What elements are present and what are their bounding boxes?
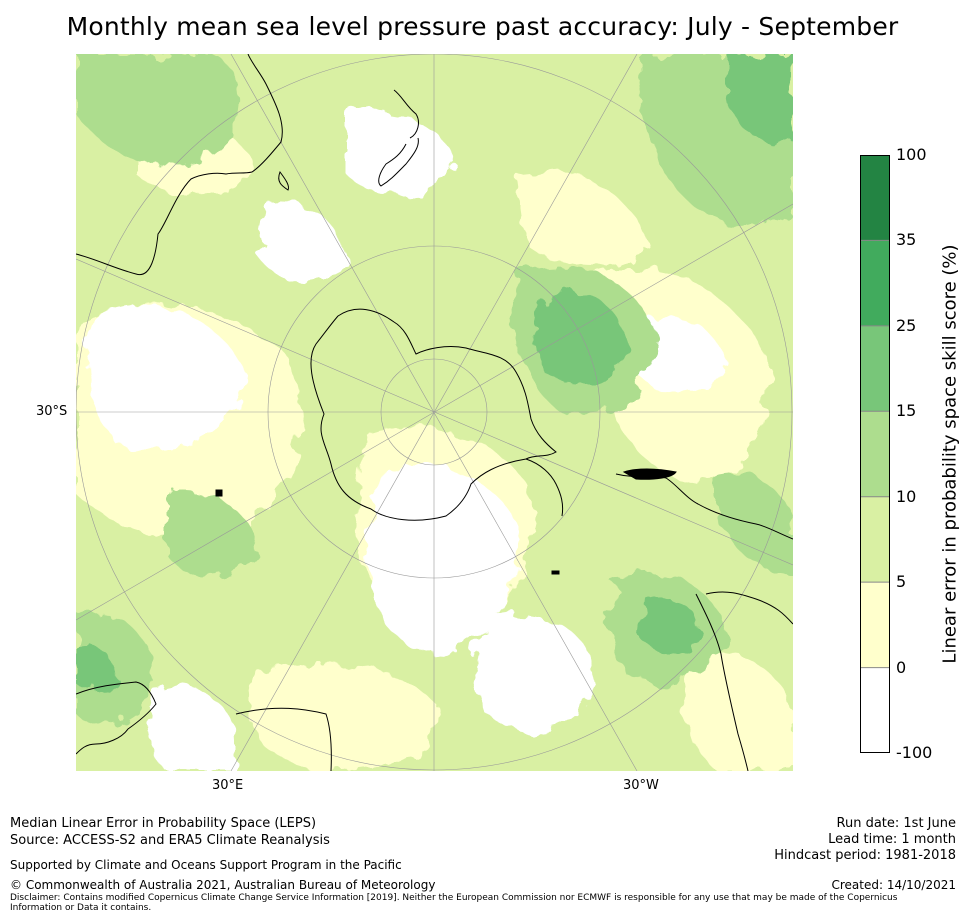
colorbar-tick-label: 10 <box>896 486 917 506</box>
south-america-fill <box>622 468 677 480</box>
footer-supported: Supported by Climate and Oceans Support … <box>10 858 402 872</box>
graticule <box>76 54 793 771</box>
footer-lead-time: Lead time: 1 month <box>828 832 956 847</box>
lon-label-30w: 30°W <box>623 778 659 793</box>
coastlines <box>76 54 793 771</box>
tasmania <box>278 170 289 191</box>
colorbar-tick-label: -100 <box>896 743 933 762</box>
africa-coast <box>76 681 332 771</box>
colorbar-tick-label: 5 <box>896 572 907 592</box>
new-zealand-north <box>393 89 419 139</box>
footer-leps: Median Linear Error in Probability Space… <box>10 816 317 831</box>
colorbar-bin <box>860 667 890 753</box>
island-dot <box>215 489 223 497</box>
colorbar-tick-label: 100 <box>896 145 927 164</box>
footer-copyright: © Commonwealth of Australia 2021, Austra… <box>10 878 436 892</box>
colorbar-bin <box>860 411 890 497</box>
island-dot <box>551 570 560 575</box>
colorbar-bin <box>860 155 890 241</box>
colorbar-label: Linear error in probability space skill … <box>939 244 961 664</box>
lat-label-30s: 30°S <box>36 404 68 419</box>
colorbar-bin <box>860 325 890 412</box>
colorbar-bin <box>860 496 890 583</box>
lon-label-30e: 30°E <box>212 778 244 793</box>
colorbar-bin <box>860 582 890 668</box>
colorbar <box>860 155 890 753</box>
colorbar-tick-label: 35 <box>896 230 917 250</box>
new-zealand-south <box>378 137 419 187</box>
colorbar-bin <box>860 240 890 326</box>
colorbar-tick-label: 0 <box>896 657 907 677</box>
antarctica-coast <box>310 308 557 521</box>
colorbar-tick-label: 15 <box>896 401 917 421</box>
polar-map <box>76 54 793 771</box>
footer-created: Created: 14/10/2021 <box>831 878 956 892</box>
colorbar-tick-label: 25 <box>896 315 917 335</box>
australia-coast <box>76 54 283 276</box>
page-title: Monthly mean sea level pressure past acc… <box>66 12 899 41</box>
footer-hindcast: Hindcast period: 1981-2018 <box>774 848 956 863</box>
footer-source: Source: ACCESS-S2 and ERA5 Climate Reana… <box>10 833 330 848</box>
antarctic-peninsula <box>525 458 564 517</box>
footer-disclaimer: Disclaimer: Contains modified Copernicus… <box>10 893 898 913</box>
footer-run-date: Run date: 1st June <box>836 816 956 831</box>
